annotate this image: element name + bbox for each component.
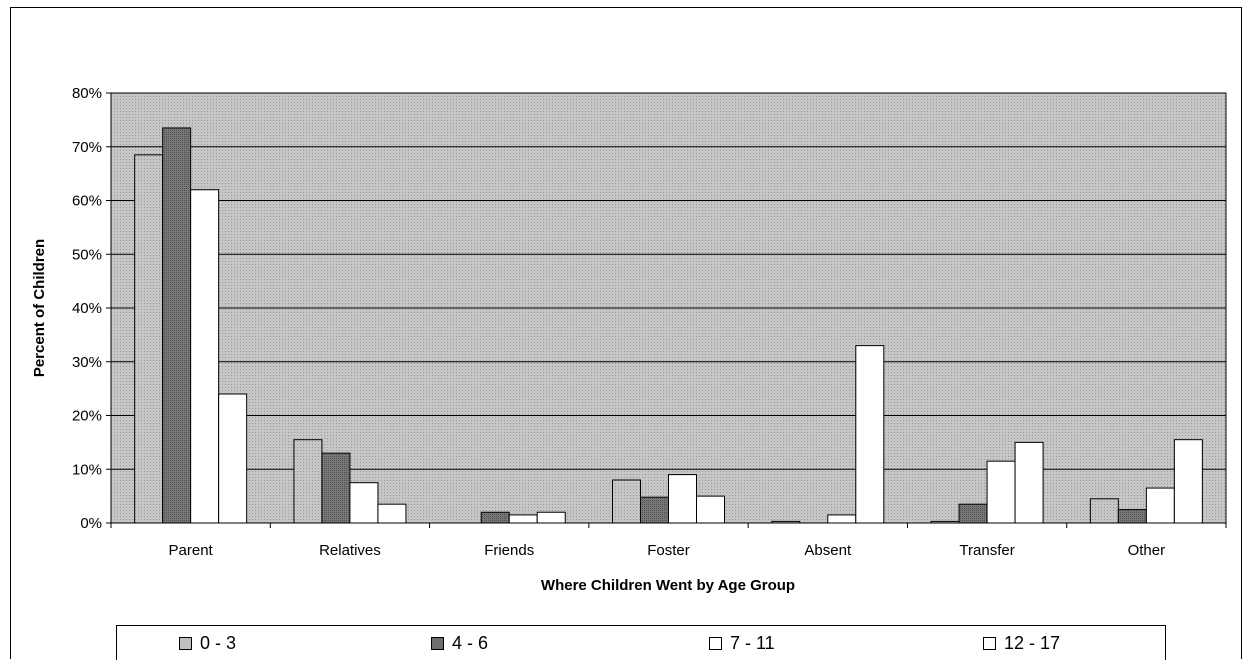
bars <box>134 127 1203 524</box>
y-tick-label: 70% <box>72 139 102 156</box>
legend-label-4-6: 4 - 6 <box>452 633 489 653</box>
y-axis-title: Percent of Children <box>31 239 48 377</box>
legend-item-4-6: 4 - 6 <box>431 633 488 654</box>
bar-parent-7-11 <box>190 189 220 524</box>
y-tick-label: 80% <box>72 85 102 102</box>
chart-frame <box>10 7 1242 659</box>
x-tick-label-relatives: Relatives <box>319 542 381 559</box>
bar-other-7-11 <box>1145 487 1175 524</box>
bar-foster-7-11 <box>668 474 697 524</box>
legend-swatch-0-3 <box>179 637 192 650</box>
x-tick-label-foster: Foster <box>647 542 690 559</box>
axes: 0% 10% 20% 30% 40% 50% 60% 70% 80% Parent Relative… <box>72 85 1227 559</box>
bar-foster-4-6 <box>640 496 669 524</box>
legend-swatch-4-6 <box>431 637 444 650</box>
y-tick-label: 0% <box>80 515 102 532</box>
bar-absent-0-3 <box>771 520 801 524</box>
bar-absent-7-11 <box>827 514 857 524</box>
y-tick-label: 60% <box>72 193 102 210</box>
bar-relatives-4-6 <box>321 452 351 524</box>
bar-relatives-7-11 <box>349 482 379 524</box>
bar-transfer-4-6 <box>958 503 988 524</box>
bar-absent-12-17 <box>855 345 885 524</box>
bar-friends-12-17 <box>536 511 566 524</box>
legend-label-0-3: 0 - 3 <box>200 633 237 653</box>
legend-swatch-7-11 <box>709 637 722 650</box>
x-tick-label-other: Other <box>1128 542 1166 559</box>
legend-swatch-12-17 <box>983 637 996 650</box>
bar-transfer-7-11 <box>986 460 1016 524</box>
bar-parent-12-17 <box>218 393 248 524</box>
x-tick-label-parent: Parent <box>169 542 214 559</box>
legend-item-0-3: 0 - 3 <box>179 633 236 654</box>
bar-other-4-6 <box>1117 509 1147 524</box>
legend-item-7-11: 7 - 11 <box>709 633 775 654</box>
legend-item-12-17: 12 - 17 <box>983 633 1060 654</box>
y-tick-label: 30% <box>72 354 102 371</box>
bar-other-0-3 <box>1089 498 1119 524</box>
bar-parent-0-3 <box>134 154 164 524</box>
bar-relatives-12-17 <box>377 503 407 524</box>
bar-transfer-12-17 <box>1014 441 1044 524</box>
y-tick-label: 10% <box>72 461 102 478</box>
bar-foster-0-3 <box>612 479 641 524</box>
x-axis-title: Where Children Went by Age Group <box>541 577 795 594</box>
y-tick-label: 50% <box>72 246 102 263</box>
bar-friends-7-11 <box>508 514 538 524</box>
legend: 0 - 3 4 - 6 7 - 11 12 - 17 <box>116 625 1166 660</box>
y-tick-label: 20% <box>72 408 102 425</box>
x-tick-label-transfer: Transfer <box>959 542 1014 559</box>
bar-other-12-17 <box>1173 439 1203 524</box>
bar-relatives-0-3 <box>293 439 323 524</box>
x-tick-label-friends: Friends <box>484 542 534 559</box>
bar-transfer-0-3 <box>930 520 960 524</box>
legend-label-7-11: 7 - 11 <box>730 633 775 653</box>
legend-label-12-17: 12 - 17 <box>1004 633 1061 653</box>
bar-friends-4-6 <box>480 511 510 524</box>
bar-foster-12-17 <box>696 495 725 524</box>
bar-parent-4-6 <box>162 127 192 524</box>
bar-chart: 0% 10% 20% 30% 40% 50% 60% 70% 80% Parent Relative… <box>31 85 1227 594</box>
x-tick-label-absent: Absent <box>804 542 852 559</box>
y-tick-label: 40% <box>72 300 102 317</box>
